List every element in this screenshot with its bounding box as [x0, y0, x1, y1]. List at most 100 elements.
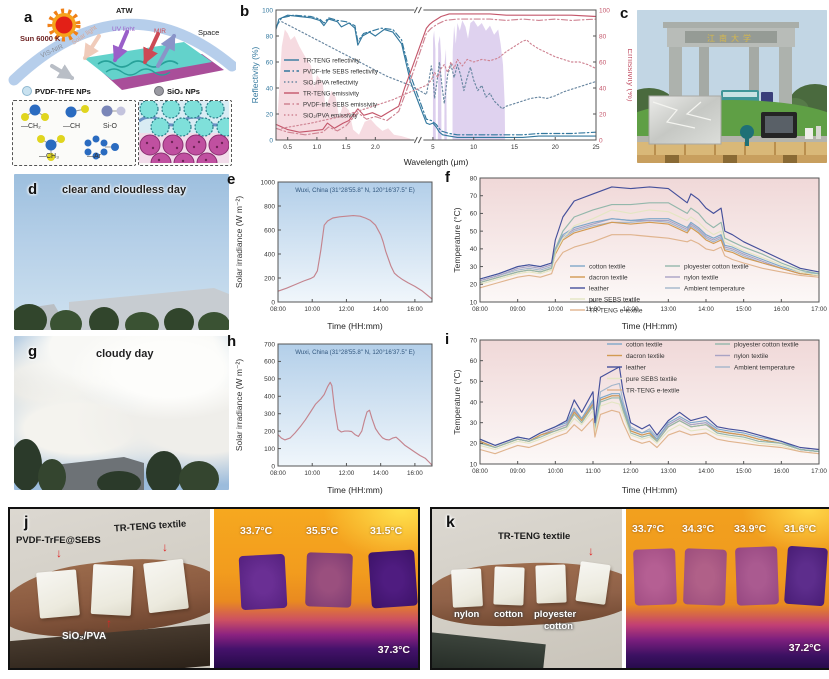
- polyester-label-line2: cotton: [544, 621, 574, 632]
- svg-text:Temperature (°C): Temperature (°C): [452, 369, 462, 434]
- svg-text:12:00: 12:00: [623, 306, 639, 313]
- temp-2-j: 35.5°C: [306, 525, 339, 537]
- group-sio-label: Si-O: [103, 123, 117, 130]
- svg-text:leather: leather: [589, 285, 610, 292]
- svg-text:60: 60: [599, 59, 607, 66]
- svg-text:Ambient temperature: Ambient temperature: [734, 364, 795, 371]
- svg-text:08:00: 08:00: [472, 306, 488, 313]
- tr-teng-textile-label-j: TR-TENG textile: [113, 518, 187, 535]
- sio2-pva-label: SiO₂/PVA: [62, 631, 107, 642]
- thermal-patch-3-j: [368, 549, 418, 609]
- svg-text:12:00: 12:00: [339, 306, 355, 313]
- svg-text:11:00: 11:00: [585, 468, 601, 475]
- svg-text:09:00: 09:00: [510, 468, 526, 475]
- cotton-label: cotton: [494, 609, 524, 620]
- svg-text:Time (HH:mm): Time (HH:mm): [622, 485, 678, 495]
- panel-label-h: h: [227, 333, 237, 350]
- temp-2-k: 34.3°C: [682, 523, 715, 535]
- svg-text:0: 0: [269, 137, 273, 144]
- svg-text:Time (HH:mm): Time (HH:mm): [327, 321, 383, 331]
- svg-text:Solar irradiance (W m⁻²): Solar irradiance (W m⁻²): [234, 359, 244, 452]
- svg-text:400: 400: [264, 394, 275, 401]
- svg-text:10:00: 10:00: [304, 470, 320, 477]
- panel-j-skin-test: j PVDF-TrFE@SEBS TR-TENG textile ↓ ↓ ↑ S…: [8, 507, 420, 670]
- svg-text:SiO₂/PVA reflectivity: SiO₂/PVA reflectivity: [303, 79, 359, 86]
- svg-text:pure SEBS textile: pure SEBS textile: [626, 376, 677, 383]
- cloudy-day-irradiance-chart: 0 100 200 300 400 500 600 700 08:00 10:00 12:00 14:…: [234, 341, 433, 495]
- svg-text:14:00: 14:00: [698, 468, 714, 475]
- group-ar-label: —Ar: [87, 153, 101, 160]
- svg-text:400: 400: [264, 251, 275, 258]
- panel-label-k: k: [446, 514, 455, 531]
- svg-text:PVDF-trfe SEBS emissivity: PVDF-trfe SEBS emissivity: [303, 101, 378, 108]
- svg-text:Time (HH:mm): Time (HH:mm): [622, 321, 678, 331]
- pvdf-trfe-sebs-label: PVDF-TrFE@SEBS: [16, 535, 101, 546]
- svg-text:TR-TENG reflectivity: TR-TENG reflectivity: [303, 57, 361, 64]
- arm-photo-j: j PVDF-TrFE@SEBS TR-TENG textile ↓ ↓ ↑ S…: [10, 509, 210, 668]
- svg-text:20: 20: [599, 111, 607, 118]
- svg-text:80: 80: [470, 175, 478, 182]
- svg-text:1.5: 1.5: [342, 144, 351, 151]
- svg-text:10:00: 10:00: [304, 306, 320, 313]
- clear-day-skyline-art: [14, 288, 229, 330]
- svg-text:25: 25: [592, 144, 600, 151]
- svg-text:08:00: 08:00: [270, 306, 286, 313]
- svg-text:11:00: 11:00: [585, 306, 601, 313]
- arrow-down-trteng-icon: ↓: [162, 540, 168, 554]
- svg-text:10:00: 10:00: [547, 468, 563, 475]
- thermal-image-k: 33.7°C 34.3°C 33.9°C 31.6°C 37.2°C: [626, 509, 829, 668]
- panel-k-skin-test: k TR-TENG textile ↓ nylon cotton ployest…: [430, 507, 829, 670]
- svg-text:Solar irradiance (W m⁻²): Solar irradiance (W m⁻²): [234, 196, 244, 289]
- svg-text:60: 60: [470, 211, 478, 218]
- cotton-patch: [493, 566, 525, 606]
- thermal-patch-1-k: [633, 548, 677, 606]
- nylon-label: nylon: [454, 609, 480, 620]
- spectra-chart: 0 0 20 20 40 40 60 60 80 80 100 100 0.5 1.0 1.5 2.0 5 10 1…: [250, 6, 632, 167]
- svg-text:200: 200: [264, 275, 275, 282]
- nylon-patch: [451, 568, 483, 608]
- clear-day-caption: clear and cloudless day: [62, 184, 187, 196]
- svg-text:10: 10: [470, 299, 478, 306]
- svg-text:5: 5: [431, 144, 435, 151]
- arrow-up-sio2-icon: ↑: [106, 616, 112, 630]
- panel-a-schematic: a Sun 6000 K ATW Space Solar light UV li…: [6, 4, 236, 168]
- svg-text:100: 100: [262, 7, 273, 14]
- svg-text:12:00: 12:00: [623, 468, 639, 475]
- group-ch2-label: —CH₂: [21, 123, 41, 130]
- svg-text:12:00: 12:00: [339, 470, 355, 477]
- svg-text:08:00: 08:00: [472, 468, 488, 475]
- body-temp-k: 37.2°C: [788, 642, 821, 654]
- svg-text:Temperature (°C): Temperature (°C): [452, 207, 462, 272]
- outdoor-test-art: 江南大学: [637, 10, 827, 163]
- svg-text:leather: leather: [626, 364, 647, 371]
- svg-text:15: 15: [511, 144, 519, 151]
- gate-text: 江南大学: [707, 33, 755, 43]
- sio2-np-legend: SiO₂ NPs: [154, 86, 200, 96]
- svg-text:300: 300: [264, 411, 275, 418]
- svg-text:700: 700: [264, 341, 275, 348]
- svg-text:nylon textile: nylon textile: [734, 353, 769, 360]
- atw-label: ATW: [116, 6, 133, 15]
- svg-text:50: 50: [470, 379, 478, 386]
- arrow-down-trteng-k-icon: ↓: [588, 544, 594, 558]
- svg-text:PVDF-trfe SEBS reflectivity: PVDF-trfe SEBS reflectivity: [303, 68, 379, 75]
- nanoparticle-structure-art: [139, 101, 229, 163]
- sio2-pva-patch: [90, 563, 134, 617]
- temp-3-j: 31.5°C: [370, 525, 403, 537]
- svg-text:TR-TENG emissivity: TR-TENG emissivity: [303, 90, 360, 97]
- thermal-patch-1-j: [238, 553, 288, 611]
- svg-text:ployester cotton textile: ployester cotton textile: [684, 263, 749, 270]
- svg-text:pure SEBS textile: pure SEBS textile: [589, 296, 640, 303]
- svg-text:09:00: 09:00: [510, 306, 526, 313]
- polyester-label-line1: ployester: [534, 609, 577, 620]
- svg-text:80: 80: [599, 33, 607, 40]
- svg-text:50: 50: [470, 228, 478, 235]
- svg-text:600: 600: [264, 359, 275, 366]
- arm-shadow-k: [432, 631, 546, 668]
- polyester-cotton-patch: [535, 564, 567, 604]
- temp-1-k: 33.7°C: [632, 523, 665, 535]
- panel-label-b: b: [240, 3, 250, 20]
- svg-text:100: 100: [599, 7, 610, 14]
- svg-text:17:00: 17:00: [811, 306, 827, 313]
